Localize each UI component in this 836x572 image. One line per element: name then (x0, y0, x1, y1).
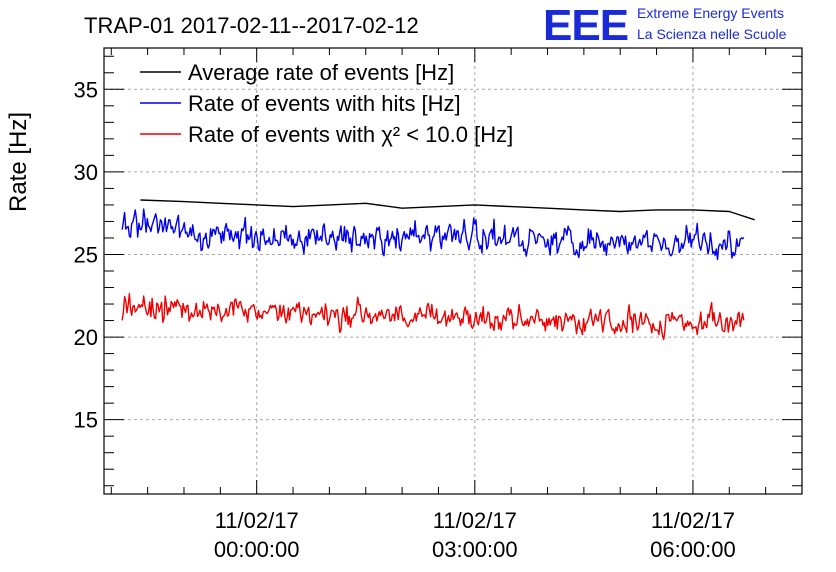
brand-line-1: Extreme Energy Events (637, 5, 784, 21)
brand-line-2: La Scienza nelle Scuole (637, 26, 787, 42)
axis-ticks: 15 20 25 30 35 11/02/17 00:00:00 11/02/17 03:00:… (74, 48, 803, 562)
x-tick-label-time: 03:00:00 (432, 537, 518, 562)
series-line (121, 208, 745, 261)
y-tick-label: 15 (74, 408, 98, 433)
series-line (140, 199, 755, 221)
series-layer (121, 199, 755, 341)
legend-entry: Rate of events with χ² < 10.0 [Hz] (188, 122, 513, 147)
y-tick-label: 35 (74, 77, 98, 102)
x-tick-label-time: 00:00:00 (214, 537, 300, 562)
x-tick-label-date: 11/02/17 (433, 508, 517, 533)
y-tick-label: 30 (74, 160, 98, 185)
eee-logo: EEE Extreme Energy Events La Scienza nel… (543, 1, 787, 50)
x-tick-label-time: 06:00:00 (650, 537, 736, 562)
legend-entry: Rate of events with hits [Hz] (188, 91, 461, 116)
x-tick-label-date: 11/02/17 (215, 508, 299, 533)
brand-logo-text: EEE (543, 1, 628, 50)
grid (104, 48, 802, 494)
y-tick-label: 25 (74, 242, 98, 267)
legend-entry: Average rate of events [Hz] (188, 60, 454, 85)
series-line (121, 292, 745, 341)
y-axis-label: Rate [Hz] (5, 112, 32, 212)
x-tick-label-date: 11/02/17 (651, 508, 735, 533)
chart-title: TRAP-01 2017-02-11--2017-02-12 (84, 13, 419, 38)
y-tick-label: 20 (74, 325, 98, 350)
legend: Average rate of events [Hz] Rate of event… (140, 60, 513, 147)
